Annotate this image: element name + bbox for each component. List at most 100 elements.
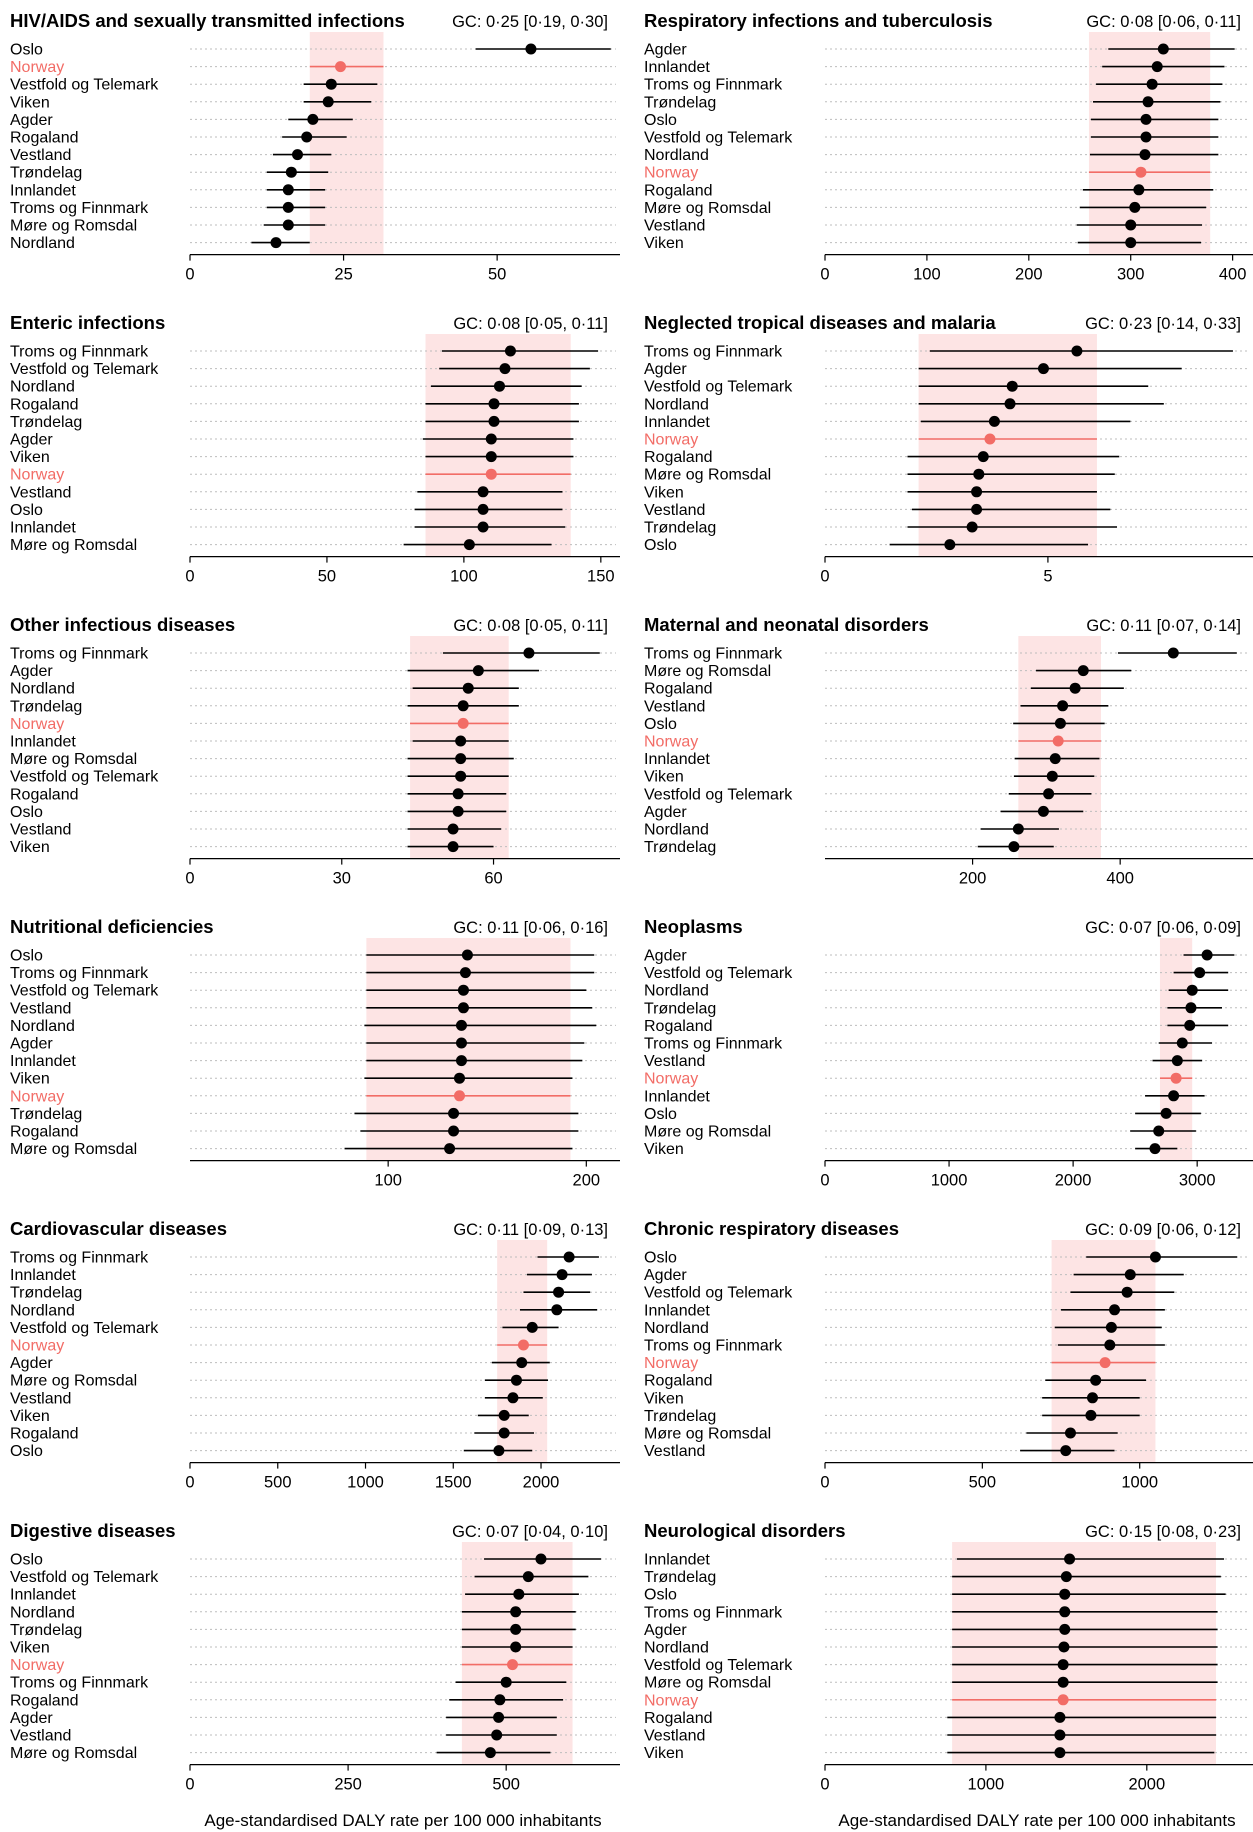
x-tick-label: 1500 xyxy=(435,1474,472,1492)
point-estimate xyxy=(335,61,346,73)
point-estimate xyxy=(477,503,489,515)
row-label-oslo: Oslo xyxy=(10,502,43,519)
row-label-vestland: Vestland xyxy=(10,1000,71,1017)
x-tick-label: 0 xyxy=(185,266,194,284)
row-label-trøndelag: Trøndelag xyxy=(644,1408,716,1425)
point-estimate xyxy=(1176,1037,1188,1049)
point-estimate xyxy=(1037,363,1049,375)
row-label-troms-og-finnmark: Troms og Finnmark xyxy=(644,1604,783,1621)
x-tick-label: 500 xyxy=(969,1474,997,1492)
row-label-viken: Viken xyxy=(10,1071,50,1088)
national-ui-band xyxy=(1088,32,1211,255)
row-label-vestfold-og-telemark: Vestfold og Telemark xyxy=(644,965,793,982)
row-label-vestland: Vestland xyxy=(10,147,71,164)
point-estimate xyxy=(453,1072,465,1084)
row-label-innlandet: Innlandet xyxy=(644,751,710,768)
gc-label: GC: 0·08 [0·05, 0·11] xyxy=(453,617,608,635)
point-estimate xyxy=(504,345,516,357)
point-estimate xyxy=(1057,1694,1069,1706)
point-estimate xyxy=(485,451,497,463)
x-tick-label: 1000 xyxy=(347,1474,384,1492)
panel-title: Neurological disorders xyxy=(644,1520,846,1541)
row-label-vestland: Vestland xyxy=(644,218,705,235)
row-label-nordland: Nordland xyxy=(10,1604,75,1621)
row-label-nordland: Nordland xyxy=(10,379,75,396)
panel-5: Other infectious diseases GC: 0·08 [0·05,… xyxy=(10,614,620,888)
row-label-innlandet: Innlandet xyxy=(644,414,710,431)
x-tick-label: 50 xyxy=(488,266,506,284)
point-estimate xyxy=(1060,1571,1072,1583)
row-label-nordland: Nordland xyxy=(644,147,709,164)
row-label-norway: Norway xyxy=(644,1355,698,1372)
point-estimate xyxy=(498,1427,510,1439)
row-label-innlandet: Innlandet xyxy=(10,182,76,199)
point-estimate xyxy=(1057,700,1069,712)
row-label-vestland: Vestland xyxy=(644,502,705,519)
row-label-viken: Viken xyxy=(644,1745,684,1762)
point-estimate xyxy=(455,1019,467,1031)
point-estimate xyxy=(1057,1676,1069,1688)
point-estimate xyxy=(1099,1357,1111,1369)
point-estimate xyxy=(285,166,297,178)
row-label-møre-og-romsdal: Møre og Romsdal xyxy=(10,1373,137,1390)
row-label-norway: Norway xyxy=(10,1657,64,1674)
row-label-vestfold-og-telemark: Vestfold og Telemark xyxy=(644,786,793,803)
row-label-troms-og-finnmark: Troms og Finnmark xyxy=(644,1338,783,1355)
point-estimate xyxy=(461,949,473,961)
row-label-møre-og-romsdal: Møre og Romsdal xyxy=(10,1141,137,1158)
national-ui-band xyxy=(918,334,1097,557)
row-label-troms-og-finnmark: Troms og Finnmark xyxy=(644,344,783,361)
panel-title: Enteric infections xyxy=(10,312,165,333)
x-tick-label: 0 xyxy=(185,1776,194,1794)
point-estimate xyxy=(270,237,282,249)
row-label-vestland: Vestland xyxy=(644,1053,705,1070)
row-label-innlandet: Innlandet xyxy=(10,1267,76,1284)
point-estimate xyxy=(1004,398,1016,410)
row-label-nordland: Nordland xyxy=(644,396,709,413)
row-label-oslo: Oslo xyxy=(644,537,677,554)
row-label-innlandet: Innlandet xyxy=(644,1552,710,1569)
x-tick-label: 3000 xyxy=(1179,1172,1216,1190)
point-estimate xyxy=(1146,78,1158,90)
point-estimate xyxy=(1129,201,1141,213)
point-estimate xyxy=(1085,1409,1097,1421)
point-estimate xyxy=(971,486,983,498)
row-label-innlandet: Innlandet xyxy=(644,1302,710,1319)
row-label-møre-og-romsdal: Møre og Romsdal xyxy=(644,1124,771,1141)
point-estimate xyxy=(491,1729,503,1741)
row-label-norway: Norway xyxy=(10,59,64,76)
point-estimate xyxy=(1121,1286,1133,1298)
point-estimate xyxy=(1059,1588,1071,1600)
panel-title: Digestive diseases xyxy=(10,1520,176,1541)
point-estimate xyxy=(1087,1392,1098,1404)
point-estimate xyxy=(1054,1711,1066,1723)
point-estimate xyxy=(1139,149,1151,161)
row-label-viken: Viken xyxy=(644,1141,684,1158)
point-estimate xyxy=(453,1090,465,1102)
point-estimate xyxy=(522,1571,534,1583)
point-estimate xyxy=(494,1694,506,1706)
point-estimate xyxy=(455,753,467,765)
row-label-vestfold-og-telemark: Vestfold og Telemark xyxy=(10,77,159,94)
row-label-nordland: Nordland xyxy=(644,983,709,1000)
x-tick-label: 0 xyxy=(820,1776,829,1794)
point-estimate xyxy=(1054,1747,1066,1759)
point-estimate xyxy=(1140,131,1152,143)
row-label-oslo: Oslo xyxy=(10,804,43,821)
row-label-agder: Agder xyxy=(10,663,53,680)
row-label-oslo: Oslo xyxy=(644,112,677,129)
gc-label: GC: 0·15 [0·08, 0·23] xyxy=(1085,1523,1241,1541)
row-label-trøndelag: Trøndelag xyxy=(10,1622,82,1639)
panel-12: Neurological disorders GC: 0·15 [0·08, 0·… xyxy=(644,1520,1253,1794)
point-estimate xyxy=(500,1676,512,1688)
row-label-oslo: Oslo xyxy=(644,1106,677,1123)
point-estimate xyxy=(1090,1374,1102,1386)
point-estimate xyxy=(510,1623,522,1635)
row-label-rogaland: Rogaland xyxy=(10,130,79,147)
row-label-innlandet: Innlandet xyxy=(10,734,76,751)
panel-8: Neoplasms GC: 0·07 [0·06, 0·09] AgderVestf… xyxy=(644,916,1253,1190)
x-tick-label: 1000 xyxy=(1121,1474,1158,1492)
row-label-vestfold-og-telemark: Vestfold og Telemark xyxy=(10,983,159,1000)
point-estimate xyxy=(1149,1251,1161,1263)
x-tick-label: 1000 xyxy=(968,1776,1005,1794)
